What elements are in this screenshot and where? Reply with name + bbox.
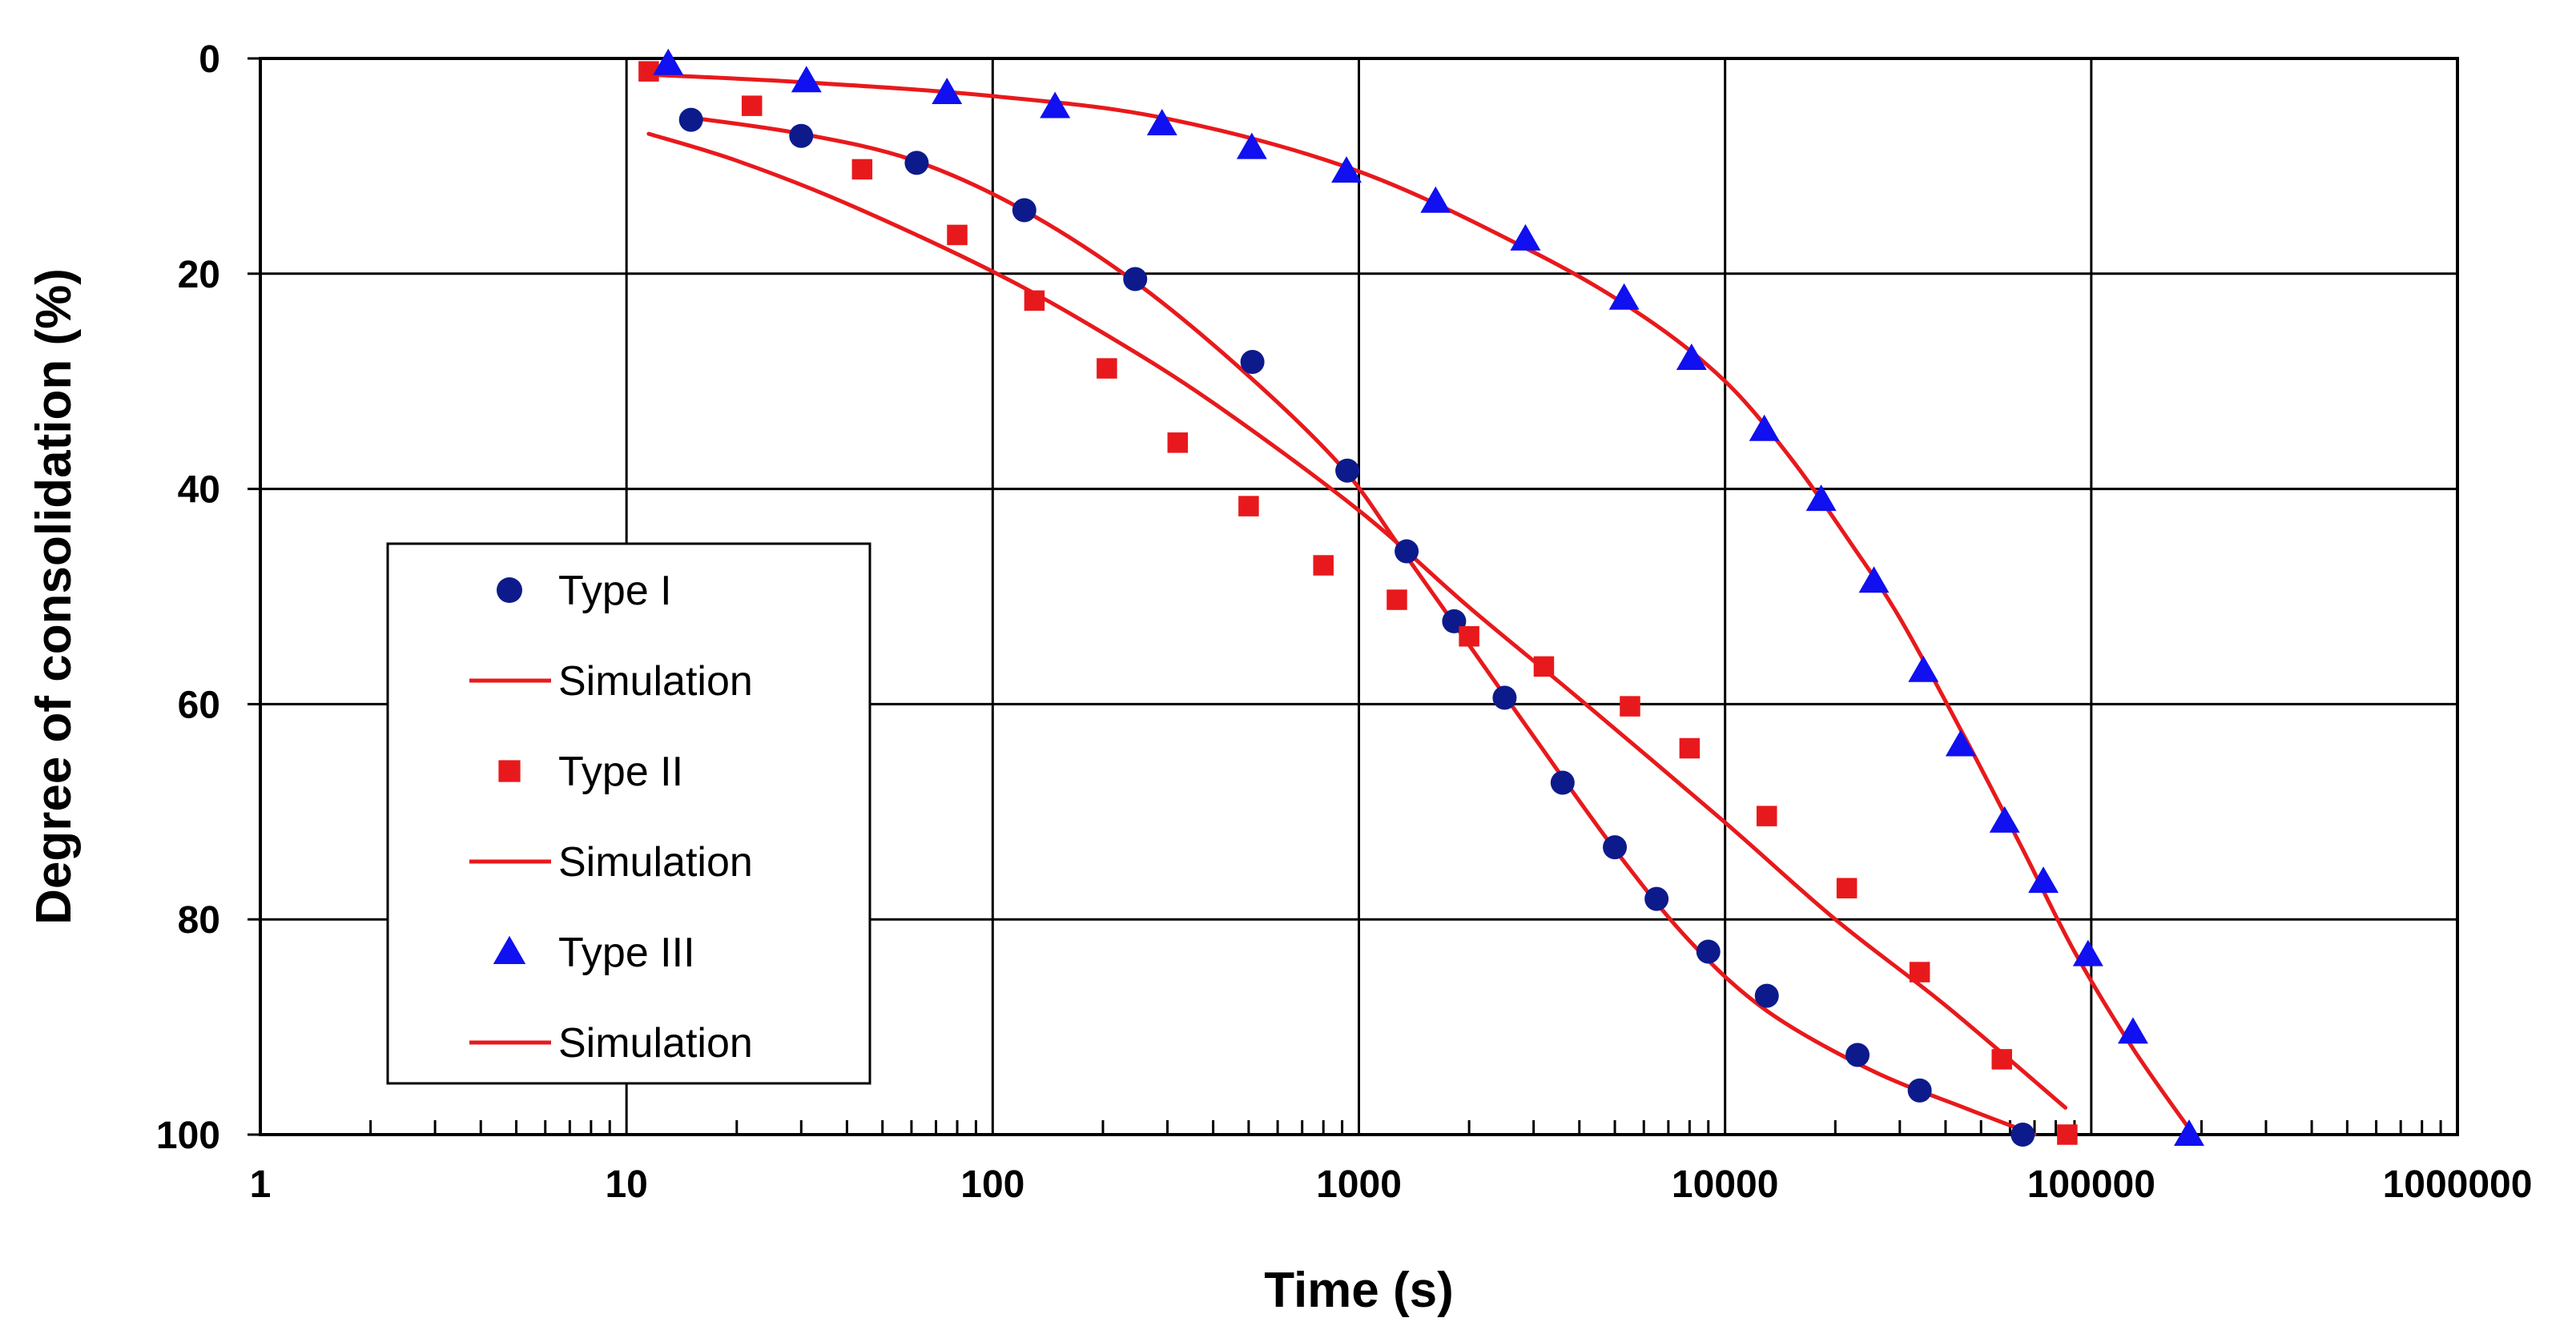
- type-ii-point: [1167, 432, 1189, 453]
- y-tick-labels: 0 20 40 60 80 100: [156, 38, 220, 1157]
- type-i-point: [1123, 267, 1148, 291]
- type-i-point: [1395, 539, 1419, 564]
- type-iii-point: [1908, 655, 1939, 682]
- type-i-point: [1012, 198, 1036, 223]
- type-iii-point: [2174, 1119, 2204, 1147]
- legend-label: Type I: [558, 568, 672, 614]
- type-i-point: [1335, 458, 1360, 483]
- type-ii-point: [1533, 656, 1555, 677]
- type-i-point: [2010, 1123, 2035, 1147]
- simulation-curves: [646, 72, 2196, 1137]
- y-tick-label: 100: [156, 1115, 220, 1157]
- type-iii-point: [2117, 1017, 2148, 1044]
- x-tick-label: 10: [605, 1163, 647, 1206]
- type-iii-point: [932, 78, 963, 105]
- type-ii-point: [1387, 589, 1407, 610]
- type-ii-point: [2057, 1124, 2078, 1145]
- type-ii-point: [1836, 878, 1858, 898]
- x-tick-label: 100: [960, 1163, 1024, 1206]
- type-ii-point: [1313, 555, 1334, 576]
- type-i-point: [1240, 350, 1265, 375]
- y-tick-label: 20: [178, 254, 220, 296]
- y-tick-label: 80: [178, 899, 220, 942]
- type-iii-point: [1989, 806, 2020, 833]
- legend-box: [386, 542, 871, 1085]
- type-iii-point: [2072, 939, 2103, 966]
- type-iii-point: [1676, 344, 1707, 371]
- type-iii-point: [1945, 729, 1976, 757]
- type-iii-point: [1858, 566, 1890, 593]
- legend-square-marker: [498, 760, 521, 782]
- type-ii-point: [1620, 696, 1640, 717]
- legend-label: Simulation: [558, 1020, 753, 1067]
- type-i-point: [1696, 939, 1721, 964]
- type-iii-point: [1146, 109, 1177, 136]
- simulation-type-ii-curve: [646, 131, 2068, 1110]
- type-ii-point: [1991, 1049, 2012, 1070]
- type-i-point: [789, 123, 814, 148]
- type-ii-point: [1024, 290, 1045, 311]
- type-i-point: [904, 151, 929, 175]
- x-axis-title: Time (s): [1264, 1263, 1454, 1318]
- type-ii-point: [947, 224, 968, 246]
- data-points: [638, 48, 2204, 1147]
- x-tick-label: 100000: [2027, 1163, 2155, 1206]
- x-tick-label: 1000: [1316, 1163, 1402, 1206]
- legend: Type I Simulation Type II Simulation Type II…: [386, 542, 871, 1085]
- type-ii-point: [851, 159, 873, 180]
- type-i-point: [1492, 685, 1517, 710]
- type-i-point: [1754, 983, 1779, 1008]
- x-tick-labels: 1 10 100 1000 10000 100000 1000000: [250, 1163, 2533, 1206]
- type-ii-point: [741, 95, 763, 116]
- type-iii-point: [1040, 91, 1071, 119]
- legend-label: Simulation: [558, 839, 753, 886]
- legend-label: Type II: [558, 749, 683, 795]
- type-ii-point: [1238, 496, 1259, 516]
- type-iii-point: [1510, 223, 1541, 251]
- y-tick-label: 40: [178, 469, 220, 512]
- type-i-point: [1550, 770, 1575, 795]
- type-iii-point: [1420, 186, 1451, 213]
- y-tick-label: 60: [178, 684, 220, 726]
- type-iii-point: [1331, 156, 1362, 183]
- type-i-point: [1644, 886, 1669, 911]
- type-i-point: [1907, 1078, 1932, 1103]
- type-ii-point: [1459, 625, 1479, 647]
- type-ii-point: [1909, 962, 1930, 982]
- y-tick-label: 0: [199, 38, 220, 81]
- simulation-type-i-curve: [689, 115, 2037, 1137]
- y-axis-title: Degree of consolidation (%): [26, 268, 82, 925]
- x-tick-label: 1000000: [2383, 1163, 2533, 1206]
- legend-label: Simulation: [558, 658, 753, 705]
- plot-frame: [259, 57, 2459, 1136]
- x-tick-label: 10000: [1672, 1163, 1778, 1206]
- type-i-point: [678, 107, 703, 132]
- type-ii-point: [1679, 737, 1701, 759]
- type-i-point: [1603, 835, 1628, 860]
- x-tick-label: 1: [250, 1163, 272, 1206]
- type-iii-point: [653, 48, 684, 75]
- legend-circle-marker: [497, 577, 522, 603]
- type-ii-point: [1757, 806, 1777, 826]
- type-iii-point: [1608, 283, 1640, 310]
- type-i-point: [1845, 1043, 1870, 1067]
- legend-label: Type III: [558, 930, 695, 976]
- type-iii-point: [791, 66, 822, 93]
- legend-triangle-marker: [493, 935, 526, 964]
- type-iii-point: [1805, 484, 1837, 512]
- type-iii-point: [1236, 132, 1267, 159]
- type-iii-point: [2028, 866, 2059, 894]
- simulation-type-iii-curve: [646, 72, 2196, 1137]
- type-ii-point: [1097, 358, 1117, 379]
- type-iii-point: [1749, 414, 1780, 441]
